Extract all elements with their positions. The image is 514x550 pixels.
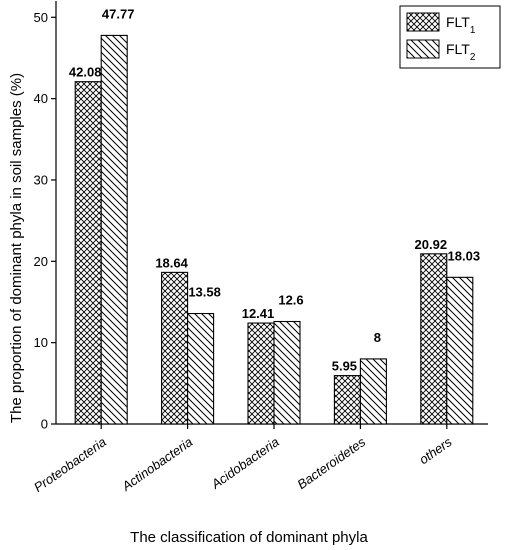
legend: FLT1 FLT2 (399, 5, 501, 69)
data-label: 18.64 (155, 255, 188, 270)
bar-flt1 (74, 81, 102, 425)
data-label: 8 (374, 330, 381, 345)
legend-label-flt1: FLT1 (446, 14, 476, 36)
data-label: 18.03 (448, 248, 481, 263)
data-label: 47.77 (102, 6, 135, 21)
y-tick-label: 30 (34, 172, 48, 187)
y-axis-title: The proportion of dominant phyla in soil… (8, 73, 25, 423)
bars (74, 34, 474, 425)
x-axis-title: The classification of dominant phyla (130, 529, 368, 546)
legend-swatch-flt2 (406, 39, 440, 59)
x-tick-label: others (416, 434, 455, 467)
legend-label-flt2: FLT2 (446, 41, 476, 63)
bar-flt2 (446, 276, 474, 425)
x-tick-label: Acidobacteria (208, 434, 282, 492)
bar-flt1 (247, 322, 275, 425)
y-tick-label: 0 (41, 417, 48, 432)
data-label: 12.6 (278, 293, 303, 308)
data-label: 12.41 (242, 306, 275, 321)
data-label: 20.92 (415, 237, 448, 252)
x-tick-label: Proteobacteria (31, 434, 109, 495)
y-tick-label: 40 (34, 91, 48, 106)
y-tick-label: 50 (34, 10, 48, 25)
data-label: 42.08 (69, 65, 102, 80)
bar-flt2 (100, 34, 128, 425)
data-label: 5.95 (332, 359, 357, 374)
legend-swatch-flt1 (406, 12, 440, 32)
bar-flt1 (333, 375, 361, 425)
data-label: 13.58 (188, 285, 221, 300)
bar-flt1 (420, 253, 448, 425)
bar-flt1 (161, 271, 189, 425)
x-tick-label: Actinobacteria (118, 434, 195, 494)
bar-flt2 (359, 358, 387, 425)
y-tick-label: 20 (34, 254, 48, 269)
x-tick-label: Bacteroidetes (294, 434, 368, 492)
bar-flt2 (273, 320, 301, 425)
bar-flt2 (187, 312, 215, 425)
y-tick-label: 10 (34, 335, 48, 350)
